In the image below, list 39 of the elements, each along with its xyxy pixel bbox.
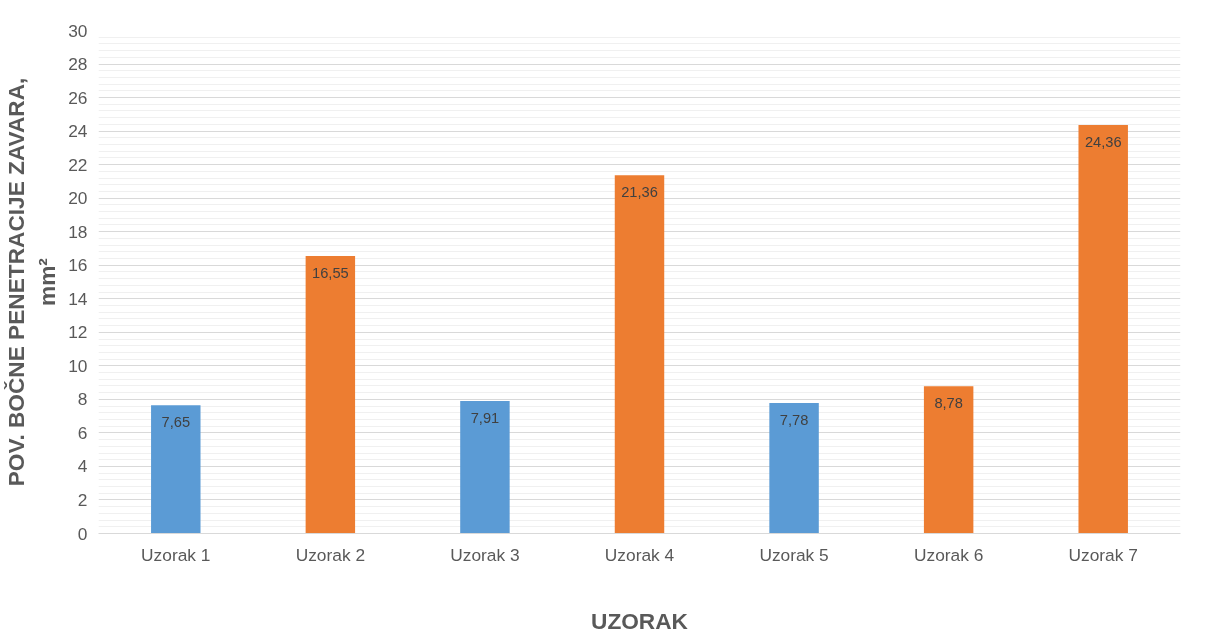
y-axis-title: POV. BOČNE PENETRACIJE ZAVARA, mm² (3, 77, 61, 487)
data-label: 24,36 (1084, 134, 1122, 151)
y-tick-label: 4 (77, 456, 88, 477)
bar (923, 386, 974, 534)
y-tick-label: 6 (77, 422, 88, 443)
data-label: 7,91 (470, 409, 500, 426)
bar (460, 400, 510, 534)
y-tick-label: 0 (77, 523, 88, 544)
y-tick-label: 12 (68, 322, 88, 343)
y-tick-label: 30 (68, 20, 88, 41)
y-tick-label: 16 (68, 255, 88, 276)
y-tick-label: 22 (68, 154, 88, 175)
data-label: 7,78 (779, 412, 809, 429)
data-label: 7,65 (161, 414, 191, 431)
data-label: 16,55 (312, 265, 349, 282)
x-tick-label: Uzorak 4 (604, 544, 675, 565)
x-tick-label: Uzorak 5 (759, 544, 829, 565)
x-tick-label: Uzorak 1 (141, 544, 211, 565)
y-tick-label: 28 (68, 54, 88, 75)
bar (305, 256, 356, 534)
bar (1078, 125, 1128, 534)
y-tick-label: 8 (77, 389, 88, 410)
y-tick-label: 24 (68, 121, 88, 142)
x-tick-label: Uzorak 6 (913, 544, 984, 565)
data-label: 21,36 (621, 184, 658, 201)
y-tick-label: 10 (68, 355, 88, 376)
y-tick-label: 26 (68, 87, 88, 108)
y-tick-label: 20 (68, 188, 88, 209)
x-axis-title: UZORAK (591, 607, 689, 634)
x-tick-label: Uzorak 2 (295, 544, 366, 565)
y-tick-label: 14 (68, 288, 88, 309)
x-tick-label: Uzorak 3 (450, 544, 520, 565)
bar (769, 403, 819, 534)
y-tick-label: 2 (77, 489, 88, 510)
bar (614, 175, 665, 534)
x-tick-label: Uzorak 7 (1068, 544, 1138, 565)
y-tick-label: 18 (68, 221, 88, 242)
data-label: 8,78 (934, 395, 963, 412)
bar (151, 405, 201, 534)
